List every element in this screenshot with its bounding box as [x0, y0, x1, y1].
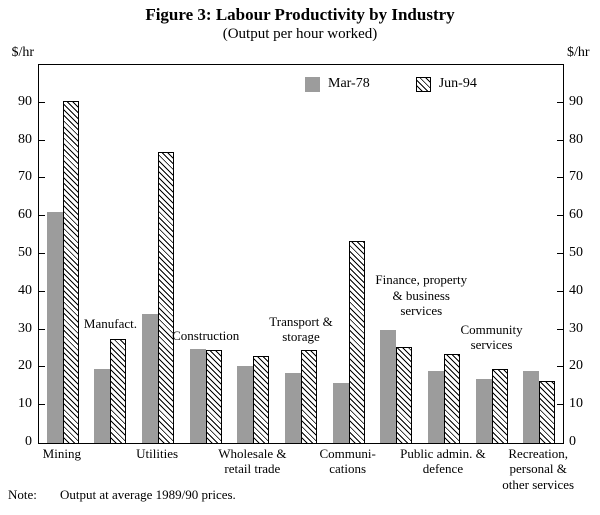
bar-jun-94 [205, 350, 222, 443]
bar-group [87, 339, 135, 443]
note: Note: Output at average 1989/90 prices. [8, 487, 236, 503]
legend-item-jun-94: Jun-94 [415, 76, 477, 92]
bar-group [277, 350, 325, 443]
bar-jun-94 [110, 339, 127, 443]
bar-mar-78 [189, 348, 206, 443]
bar-jun-94 [396, 346, 413, 443]
legend-swatch-solid-icon [305, 76, 320, 92]
legend-label-jun-94: Jun-94 [438, 76, 477, 91]
category-label: Utilities [136, 446, 179, 461]
bar-group [325, 240, 373, 443]
y-tick-label-left: 70 [18, 169, 32, 185]
bar-group [515, 371, 563, 443]
bar-group [39, 100, 87, 443]
bar-mar-78 [380, 329, 397, 443]
legend-label-mar-78: Mar-78 [328, 76, 370, 91]
bar-jun-94 [253, 356, 270, 443]
bar-jun-94 [491, 369, 508, 443]
y-tick-label-left: 90 [18, 93, 32, 109]
y-tick-label-right: 40 [569, 282, 583, 298]
legend-swatch-hatched-icon [415, 76, 431, 92]
y-tick-label-right: 70 [569, 169, 583, 185]
chart-subtitle: (Output per hour worked) [222, 26, 378, 42]
y-tick-label-left: 30 [18, 320, 32, 336]
legend: Mar-78 Jun-94 [305, 76, 477, 92]
bar-mar-78 [332, 382, 349, 443]
y-tick-label-left: 40 [18, 282, 32, 298]
bar-group [134, 151, 182, 443]
y-tick-label-right: 20 [569, 358, 583, 374]
bar-mar-78 [142, 314, 159, 443]
bar-groups [39, 65, 563, 443]
legend-item-mar-78: Mar-78 [305, 76, 370, 92]
y-tick-label-left: 0 [25, 434, 32, 449]
y-tick-label-right: 50 [569, 245, 583, 260]
bar-mar-78 [46, 212, 63, 443]
y-tick-label-left: 60 [18, 207, 32, 223]
category-label: Communi- cations [319, 446, 376, 477]
bar-jun-94 [158, 151, 175, 443]
chart-title: Figure 3: Labour Productivity by Industr… [145, 5, 455, 24]
bar-mar-78 [523, 371, 540, 443]
bar-mar-78 [475, 378, 492, 443]
y-tick-label-right: 80 [569, 131, 583, 147]
bar-mar-78 [285, 373, 302, 443]
y-axis-unit-right: $/hr [567, 45, 590, 60]
y-tick-label-right: 30 [569, 320, 583, 336]
bar-group [230, 356, 278, 443]
bar-mar-78 [237, 365, 254, 443]
bar-group [372, 329, 420, 443]
bar-jun-94 [348, 240, 365, 443]
bar-jun-94 [301, 350, 318, 443]
y-axis-unit-left: $/hr [11, 45, 34, 60]
bar-jun-94 [443, 354, 460, 443]
y-tick-label-right: 60 [569, 207, 583, 223]
bar-group [468, 369, 516, 443]
plot-area: Manufact. Construction Transport & storage… [38, 64, 564, 444]
category-label: Recreation, personal & other services [502, 446, 575, 492]
y-tick-label-left: 50 [18, 245, 32, 260]
bar-mar-78 [427, 371, 444, 443]
y-tick-label-right: 10 [569, 396, 583, 412]
bar-group [420, 354, 468, 443]
note-text: Output at average 1989/90 prices. [60, 487, 236, 502]
note-label: Note: [8, 487, 37, 502]
y-tick-label-left: 80 [18, 131, 32, 147]
y-tick-label-right: 0 [569, 434, 576, 449]
category-label: Mining [42, 446, 81, 461]
y-tick-label-right: 90 [569, 93, 583, 109]
y-tick-label-left: 10 [18, 396, 32, 412]
bar-jun-94 [539, 380, 556, 443]
bar-mar-78 [94, 369, 111, 443]
category-label: Wholesale & retail trade [218, 446, 287, 477]
bar-jun-94 [62, 100, 79, 443]
y-tick-label-left: 20 [18, 358, 32, 374]
bar-group [182, 348, 230, 443]
category-label: Public admin. & defence [400, 446, 486, 477]
